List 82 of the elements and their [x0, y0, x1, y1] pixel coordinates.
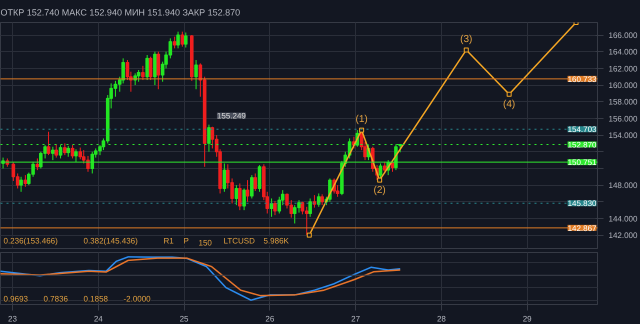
candlestick	[176, 31, 180, 49]
candlestick	[316, 192, 321, 208]
y-tick-label: 156.000	[608, 114, 638, 124]
candlestick	[78, 147, 82, 160]
candlestick	[63, 142, 67, 156]
annotation: P	[184, 236, 189, 246]
candlestick	[258, 164, 262, 192]
candlestick	[86, 155, 90, 172]
point	[306, 232, 312, 238]
annotation: R1	[164, 236, 174, 246]
candlestick	[153, 51, 157, 86]
y-tick-label: 162.000	[608, 64, 638, 74]
point	[377, 178, 382, 183]
point	[506, 92, 512, 97]
ref-line-label: 154.703	[568, 125, 598, 134]
candlestick	[292, 204, 296, 224]
candlestick	[24, 174, 28, 188]
y-tick-label: 142.000	[608, 231, 638, 240]
candlestick	[141, 65, 145, 81]
x-tick-label: 29	[522, 314, 532, 324]
candlestick	[46, 131, 50, 156]
annotation: -2.0000	[124, 294, 152, 304]
candlestick	[253, 172, 258, 192]
annotation: 0.1858	[84, 294, 109, 304]
x-tick-label: 24	[94, 314, 104, 324]
y-tick-label: 160.000	[608, 81, 638, 90]
candlestick	[194, 60, 198, 90]
candlestick	[19, 176, 23, 192]
x-tick-label: 28	[436, 314, 446, 324]
ref-line-label: 150.751	[568, 158, 598, 168]
x-tick-label: 26	[265, 314, 275, 324]
candlestick	[320, 194, 324, 206]
candlestick	[184, 32, 188, 48]
candlestick	[54, 144, 58, 158]
candlestick	[145, 54, 149, 81]
candlestick	[308, 198, 312, 218]
candlestick	[273, 200, 277, 216]
annotation: 0.9693	[4, 294, 29, 304]
candlestick	[234, 184, 238, 206]
candlestick	[382, 161, 387, 174]
annotation: (1)	[356, 114, 368, 126]
y-tick-label: 148.000	[608, 181, 638, 190]
chart-title: ОТКР 152.740 МАКС 152.940 МИН 151.940 ЗАКР 152.870	[0, 8, 240, 18]
annotation: 0.7836	[44, 294, 69, 304]
candlestick	[304, 206, 309, 236]
annotation: 5.986K	[264, 236, 290, 246]
candlestick	[114, 80, 118, 98]
y-tick-label: 144.000	[608, 214, 638, 224]
candlestick	[210, 126, 214, 149]
annotation: LTCUSD	[224, 236, 256, 246]
x-tick-label: 23	[8, 314, 18, 324]
candlestick	[12, 162, 16, 182]
point	[464, 48, 469, 53]
y-tick-label: 158.000	[608, 98, 638, 107]
x-tick-label: 25	[180, 314, 190, 324]
candlestick	[180, 31, 184, 48]
ref-line-label: 152.870	[568, 140, 598, 150]
y-tick-label: 166.000	[608, 31, 638, 40]
candlestick	[238, 182, 242, 211]
candlestick	[70, 144, 74, 159]
candlestick	[148, 56, 152, 81]
annotation: (2)	[374, 185, 386, 196]
candlestick	[156, 51, 160, 90]
candlestick	[246, 180, 250, 202]
ref-line-label: 145.830	[568, 199, 598, 208]
candlestick	[172, 36, 176, 49]
candlestick	[242, 188, 246, 211]
annotation: 155.249	[216, 112, 246, 121]
y-tick-label: 154.000	[608, 131, 638, 140]
annotation: 0.236(153.466)	[4, 236, 58, 246]
y-tick-label: 164.000	[608, 48, 638, 57]
annotation: 0.382(145.436)	[84, 236, 138, 246]
annotation: (4)	[503, 99, 516, 110]
ref-line-label: 142.867	[568, 224, 598, 233]
candlestick	[297, 200, 301, 214]
annotation: 150	[198, 238, 212, 248]
candlestick	[136, 70, 140, 82]
ref-line-label: 160.733	[568, 74, 598, 84]
annotation: (3)	[460, 34, 472, 46]
candlestick	[36, 158, 40, 171]
x-tick-label: 27	[351, 314, 361, 324]
candlestick	[250, 174, 254, 199]
